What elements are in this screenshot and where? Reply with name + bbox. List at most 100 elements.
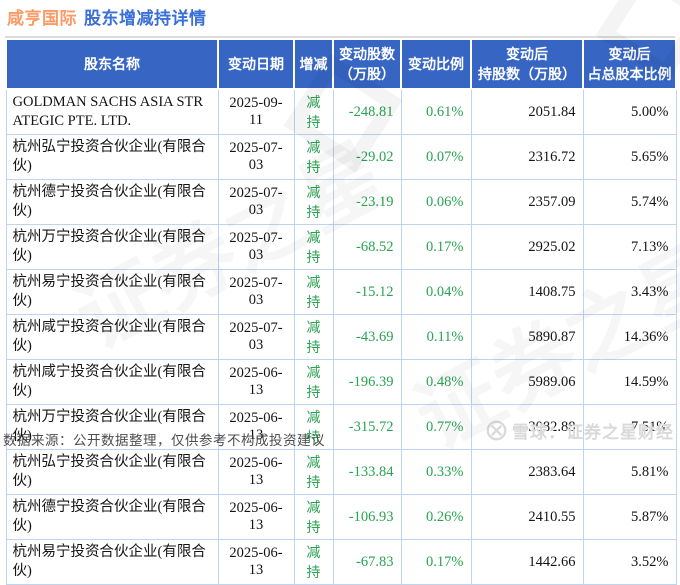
- table-body: GOLDMAN SACHS ASIA STRATEGIC PTE. LTD. 20…: [5, 88, 677, 585]
- cell-ratio-after: 7.13%: [582, 224, 677, 270]
- table-row: 杭州弘宁投资合伙企业(有限合伙) 2025-06-13 减持 -133.84 0.33%…: [5, 449, 677, 495]
- cell-direction: 减持: [293, 224, 334, 270]
- cell-ratio-after: 5.87%: [582, 494, 677, 540]
- column-header-change-shares: 变动股数 （万股）: [332, 38, 402, 90]
- cell-change-ratio: 0.26%: [400, 494, 472, 540]
- cell-change-ratio: 0.77%: [400, 404, 472, 450]
- cell-date: 2025-07-03: [217, 134, 295, 180]
- cell-change-shares: -68.52: [332, 224, 402, 270]
- table-row: GOLDMAN SACHS ASIA STRATEGIC PTE. LTD. 20…: [5, 88, 677, 135]
- cell-direction: 减持: [293, 134, 334, 180]
- cell-change-ratio: 0.11%: [400, 314, 472, 360]
- cell-direction: 减持: [293, 359, 334, 405]
- cell-change-ratio: 0.33%: [400, 449, 472, 495]
- cell-ratio-after: 3.43%: [582, 269, 677, 315]
- cell-direction: 减持: [293, 404, 334, 450]
- column-header-date: 变动日期: [217, 38, 295, 90]
- cell-direction: 减持: [293, 88, 334, 135]
- cell-date: 2025-07-03: [217, 179, 295, 225]
- cell-shareholder: 杭州易宁投资合伙企业(有限合伙): [5, 269, 219, 315]
- cell-date: 2025-06-13: [217, 539, 295, 585]
- header-row: 股东名称 变动日期 增减 变动股数 （万股） 变动比例 变动后 持股数（万股） 变动后 占总股本比…: [5, 38, 677, 90]
- cell-ratio-after: 5.00%: [582, 88, 677, 135]
- cell-ratio-after: 3.52%: [582, 539, 677, 585]
- table-row: 杭州弘宁投资合伙企业(有限合伙) 2025-07-03 减持 -29.02 0.07% 2…: [5, 134, 677, 180]
- cell-change-shares: -23.19: [332, 179, 402, 225]
- cell-date: 2025-06-13: [217, 359, 295, 405]
- column-header-ratio-after: 变动后 占总股本比例: [582, 38, 677, 90]
- stock-name: 咸亨国际: [7, 9, 77, 28]
- cell-date: 2025-06-13: [217, 404, 295, 450]
- table-row: 杭州咸宁投资合伙企业(有限合伙) 2025-07-03 减持 -43.69 0.11% 5…: [5, 314, 677, 360]
- cell-direction: 减持: [293, 179, 334, 225]
- table-row: 杭州咸宁投资合伙企业(有限合伙) 2025-06-13 减持 -196.39 0.48%…: [5, 359, 677, 405]
- cell-change-shares: -15.12: [332, 269, 402, 315]
- cell-date: 2025-06-13: [217, 449, 295, 495]
- cell-change-shares: -133.84: [332, 449, 402, 495]
- cell-direction: 减持: [293, 314, 334, 360]
- column-header-shares-after: 变动后 持股数（万股）: [470, 38, 584, 90]
- table-row: 杭州德宁投资合伙企业(有限合伙) 2025-07-03 减持 -23.19 0.06% 2…: [5, 179, 677, 225]
- cell-date: 2025-07-03: [217, 314, 295, 360]
- cell-shareholder: 杭州易宁投资合伙企业(有限合伙): [5, 539, 219, 585]
- cell-shares-after: 2357.09: [470, 179, 584, 225]
- brand-watermark-text: 雪球：证券之星财经: [512, 423, 674, 442]
- cell-date: 2025-06-13: [217, 494, 295, 540]
- table-row: 杭州易宁投资合伙企业(有限合伙) 2025-06-13 减持 -67.83 0.17% 1…: [5, 539, 677, 585]
- cell-change-shares: -315.72: [332, 404, 402, 450]
- column-header-shareholder: 股东名称: [5, 38, 219, 90]
- shareholder-table-wrap: 股东名称 变动日期 增减 变动股数 （万股） 变动比例 变动后 持股数（万股） 变动后 占总股本比…: [5, 36, 677, 585]
- cell-change-ratio: 0.17%: [400, 224, 472, 270]
- cell-ratio-after: 5.65%: [582, 134, 677, 180]
- cell-change-shares: -29.02: [332, 134, 402, 180]
- cell-change-shares: -248.81: [332, 88, 402, 135]
- cell-direction: 减持: [293, 449, 334, 495]
- cell-shares-after: 2925.02: [470, 224, 584, 270]
- shareholder-table: 股东名称 变动日期 增减 变动股数 （万股） 变动比例 变动后 持股数（万股） 变动后 占总股本比…: [5, 38, 677, 585]
- cell-direction: 减持: [293, 539, 334, 585]
- cell-direction: 减持: [293, 494, 334, 540]
- cell-shares-after: 2410.55: [470, 494, 584, 540]
- cell-ratio-after: 14.59%: [582, 359, 677, 405]
- column-header-change-ratio: 变动比例: [400, 38, 472, 90]
- cell-shareholder: 杭州万宁投资合伙企业(有限合伙): [5, 224, 219, 270]
- cell-date: 2025-07-03: [217, 269, 295, 315]
- cell-shareholder: 杭州弘宁投资合伙企业(有限合伙): [5, 134, 219, 180]
- cell-shares-after: 5989.06: [470, 359, 584, 405]
- cell-change-shares: -106.93: [332, 494, 402, 540]
- xueqiu-logo-icon: [486, 420, 507, 441]
- cell-change-shares: -196.39: [332, 359, 402, 405]
- cell-change-shares: -67.83: [332, 539, 402, 585]
- cell-shares-after: 2316.72: [470, 134, 584, 180]
- cell-ratio-after: 5.74%: [582, 179, 677, 225]
- cell-shares-after: 2051.84: [470, 88, 584, 135]
- cell-change-shares: -43.69: [332, 314, 402, 360]
- brand-watermark: 雪球：证券之星财经: [486, 418, 674, 443]
- page-title: 咸亨国际 股东增减持详情: [7, 4, 207, 29]
- cell-date: 2025-09-11: [217, 88, 295, 135]
- table-row: 杭州万宁投资合伙企业(有限合伙) 2025-07-03 减持 -68.52 0.17% 2…: [5, 224, 677, 270]
- table-row: 杭州易宁投资合伙企业(有限合伙) 2025-07-03 减持 -15.12 0.04% 1…: [5, 269, 677, 315]
- column-header-direction: 增减: [293, 38, 334, 90]
- cell-change-ratio: 0.48%: [400, 359, 472, 405]
- cell-shareholder: 杭州德宁投资合伙企业(有限合伙): [5, 179, 219, 225]
- cell-shareholder: 杭州万宁投资合伙企业(有限合伙): [5, 404, 219, 450]
- cell-change-ratio: 0.07%: [400, 134, 472, 180]
- cell-direction: 减持: [293, 269, 334, 315]
- cell-change-ratio: 0.04%: [400, 269, 472, 315]
- cell-shares-after: 5890.87: [470, 314, 584, 360]
- source-note: 数据来源：公开数据整理，仅供参考不构成投资建议: [3, 433, 325, 448]
- cell-shareholder: 杭州咸宁投资合伙企业(有限合伙): [5, 314, 219, 360]
- cell-change-ratio: 0.61%: [400, 88, 472, 135]
- cell-shares-after: 2383.64: [470, 449, 584, 495]
- cell-shareholder: GOLDMAN SACHS ASIA STRATEGIC PTE. LTD.: [5, 88, 219, 135]
- cell-change-ratio: 0.06%: [400, 179, 472, 225]
- cell-shareholder: 杭州德宁投资合伙企业(有限合伙): [5, 494, 219, 540]
- report-title: 股东增减持详情: [84, 9, 207, 28]
- cell-shareholder: 杭州咸宁投资合伙企业(有限合伙): [5, 359, 219, 405]
- cell-shareholder: 杭州弘宁投资合伙企业(有限合伙): [5, 449, 219, 495]
- cell-change-ratio: 0.17%: [400, 539, 472, 585]
- cell-ratio-after: 5.81%: [582, 449, 677, 495]
- cell-date: 2025-07-03: [217, 224, 295, 270]
- cell-shares-after: 1408.75: [470, 269, 584, 315]
